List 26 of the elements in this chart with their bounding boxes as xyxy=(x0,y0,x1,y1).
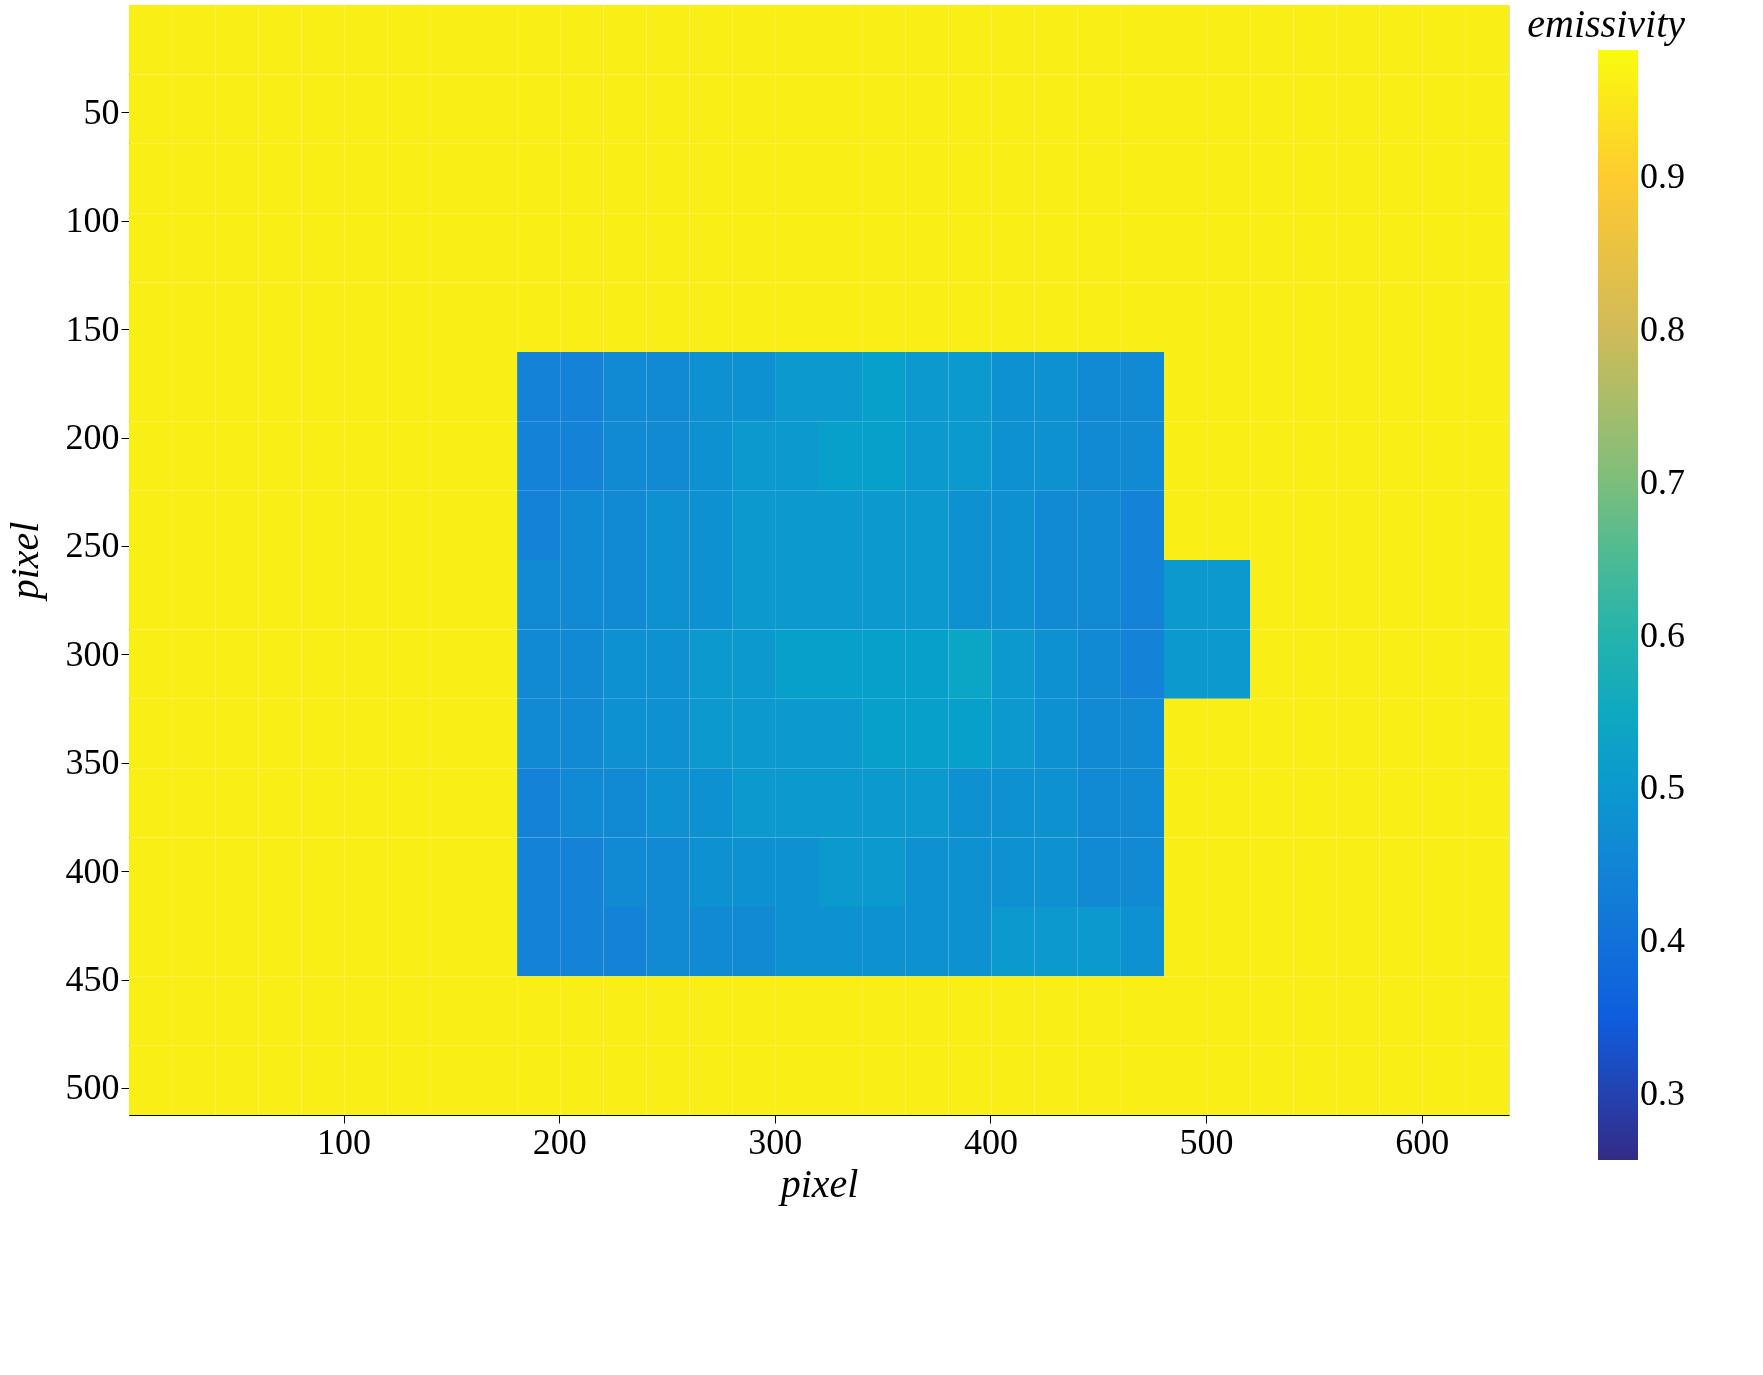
x-axis-title: pixel xyxy=(777,1160,859,1206)
color-bar-label: 0.3 xyxy=(1640,1073,1685,1114)
y-tick-label: 100 xyxy=(65,200,120,241)
color-bar-label: 0.4 xyxy=(1640,920,1685,961)
y-tick-label: 50 xyxy=(83,91,120,132)
color-bar-label: 0.9 xyxy=(1640,155,1685,196)
x-tick-label: 200 xyxy=(532,1121,587,1162)
y-axis-title: pixel xyxy=(1,521,47,603)
y-tick-label: 500 xyxy=(65,1067,120,1108)
y-tick-label: 150 xyxy=(65,308,120,349)
y-tick-label: 300 xyxy=(65,633,120,674)
x-tick-label: 600 xyxy=(1395,1121,1450,1162)
color-bar-title: emissivity xyxy=(1527,1,1686,46)
y-tick-label: 200 xyxy=(65,417,120,458)
y-tick-label: 250 xyxy=(65,525,120,566)
color-bar-label: 0.8 xyxy=(1640,308,1685,349)
color-bar-label: 0.5 xyxy=(1640,767,1685,808)
y-tick-label: 400 xyxy=(65,850,120,891)
y-tick-label: 350 xyxy=(65,742,120,783)
y-tick-label: 450 xyxy=(65,959,120,999)
x-tick-label: 500 xyxy=(1179,1121,1234,1162)
color-bar-label: 0.6 xyxy=(1640,614,1685,655)
x-tick-label: 100 xyxy=(317,1121,372,1162)
x-tick-label: 400 xyxy=(963,1121,1018,1162)
x-tick-label: 300 xyxy=(748,1121,803,1162)
color-bar-label: 0.7 xyxy=(1640,461,1685,502)
